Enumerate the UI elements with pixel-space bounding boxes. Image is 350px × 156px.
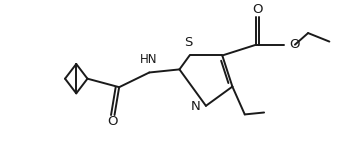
Text: HN: HN <box>140 53 158 66</box>
Text: O: O <box>289 38 300 51</box>
Text: S: S <box>184 36 192 49</box>
Text: N: N <box>191 100 201 113</box>
Text: O: O <box>252 3 262 16</box>
Text: O: O <box>107 115 118 129</box>
